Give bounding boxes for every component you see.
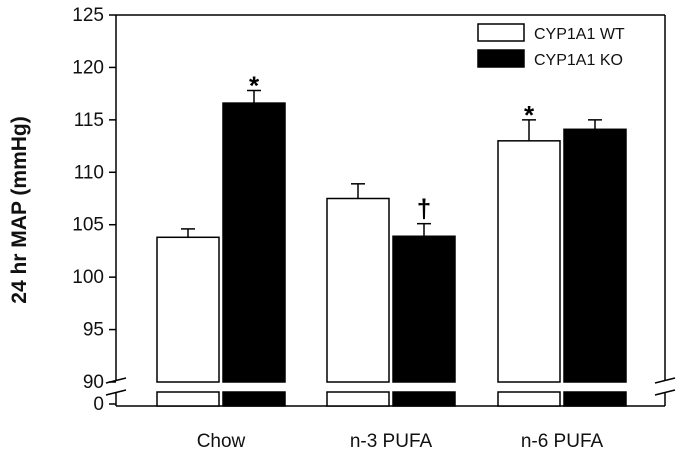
bar [222,102,286,383]
y-tick-label: 95 [83,320,104,341]
bar-lower-segment [156,391,220,407]
bar-lower-segment [392,391,456,407]
bar-lower-segment [563,391,627,407]
significance-marker: * [524,100,535,130]
x-tick-label: n-6 PUFA [521,431,604,450]
chart-bars [156,89,627,407]
y-tick-label: 125 [72,5,104,26]
y-tick-label: 90 [83,372,104,393]
legend-swatch [477,49,525,68]
axis-break-left-lower [105,389,127,396]
bar-lower-segment [497,391,561,407]
bar [563,128,627,383]
bar [392,235,456,383]
chart-labels: 90 95 100 105 110 115 120 125 0 24 hr MAP (mmHg) *… [8,5,604,450]
y-tick-label: 105 [72,215,104,236]
y-tick-label-zero: 0 [93,394,104,415]
y-tick-label: 110 [74,162,104,183]
significance-marker: † [417,194,431,224]
bar [156,236,220,383]
y-tick-label: 100 [72,267,104,288]
bar [497,140,561,383]
axis-break-right-upper [654,377,676,384]
legend-swatch [477,23,525,42]
bar [326,197,390,383]
x-tick-label: Chow [197,431,246,450]
x-tick-label: n-3 PUFA [350,431,433,450]
axis-break-right-lower [654,389,676,396]
legend-label: CYP1A1 KO [534,52,623,69]
bar-lower-segment [326,391,390,407]
y-tick-label: 115 [74,110,104,131]
y-axis-label: 24 hr MAP (mmHg) [8,116,31,303]
y-tick-label: 120 [72,57,104,78]
bar-lower-segment [222,391,286,407]
significance-marker: * [249,70,260,100]
chart-legend: CYP1A1 WT CYP1A1 KO [477,23,625,69]
legend-label: CYP1A1 WT [534,26,625,43]
